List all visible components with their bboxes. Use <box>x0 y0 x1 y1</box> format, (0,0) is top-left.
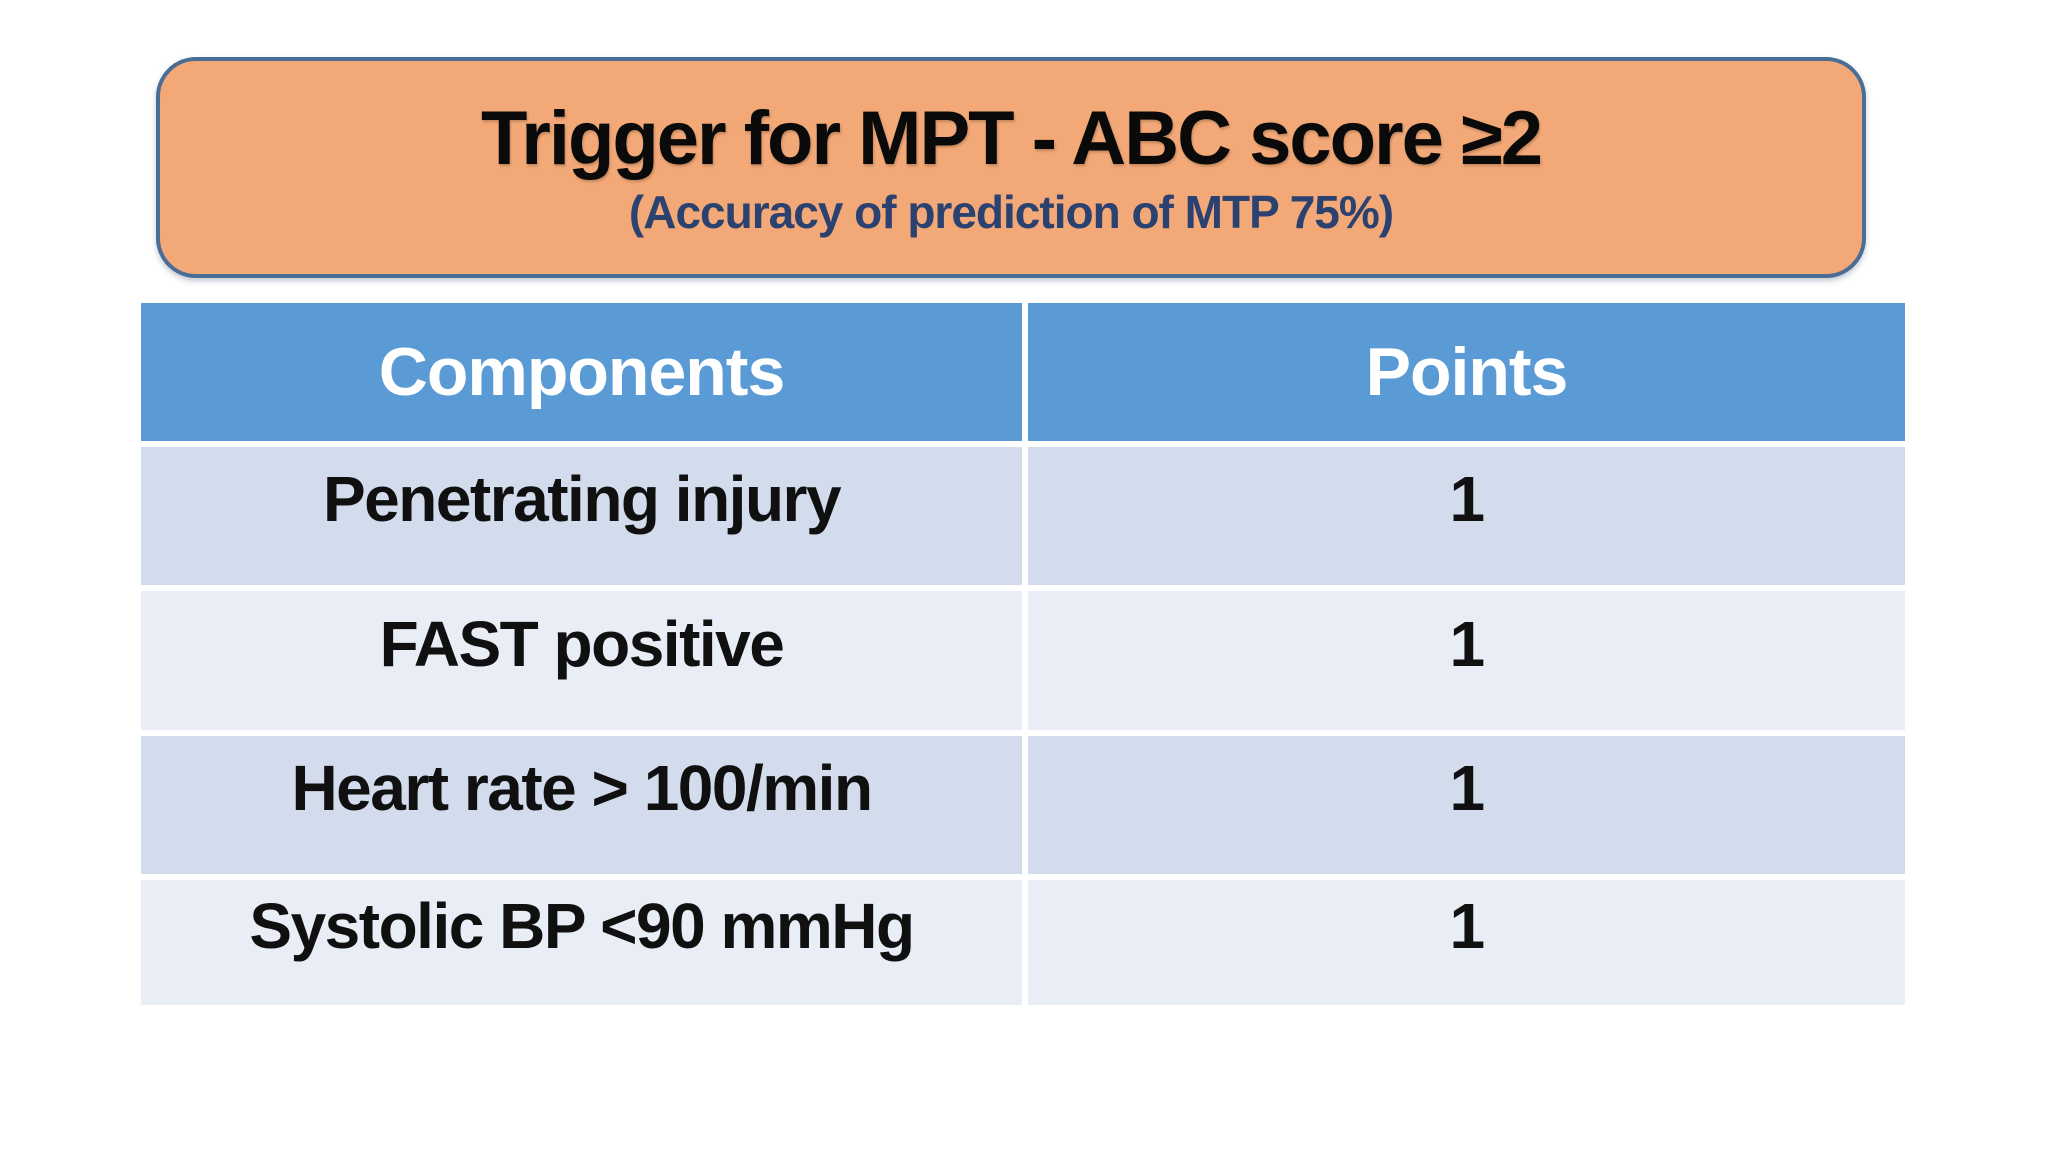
table-row: FAST positive 1 <box>141 591 1905 730</box>
header-cell-components: Components <box>141 303 1022 441</box>
header-cell-points: Points <box>1028 303 1905 441</box>
column-divider <box>1022 880 1028 1005</box>
component-cell: Penetrating injury <box>141 447 1022 585</box>
column-divider <box>1022 736 1028 874</box>
title-box: Trigger for MPT - ABC score ≥2 (Accuracy… <box>156 57 1866 278</box>
abc-score-table: Components Points Penetrating injury 1 F… <box>141 303 1905 1011</box>
table-row: Heart rate > 100/min 1 <box>141 736 1905 874</box>
column-divider <box>1022 303 1028 441</box>
table-header-row: Components Points <box>141 303 1905 441</box>
slide-title: Trigger for MPT - ABC score ≥2 <box>481 95 1543 181</box>
component-cell: Systolic BP <90 mmHg <box>141 880 1022 1005</box>
points-cell: 1 <box>1028 591 1905 730</box>
table-row: Penetrating injury 1 <box>141 447 1905 585</box>
component-cell: FAST positive <box>141 591 1022 730</box>
component-cell: Heart rate > 100/min <box>141 736 1022 874</box>
table-row: Systolic BP <90 mmHg 1 <box>141 880 1905 1005</box>
points-cell: 1 <box>1028 736 1905 874</box>
points-cell: 1 <box>1028 447 1905 585</box>
column-divider <box>1022 591 1028 730</box>
points-cell: 1 <box>1028 880 1905 1005</box>
slide-subtitle: (Accuracy of prediction of MTP 75%) <box>628 185 1394 238</box>
column-divider <box>1022 447 1028 585</box>
